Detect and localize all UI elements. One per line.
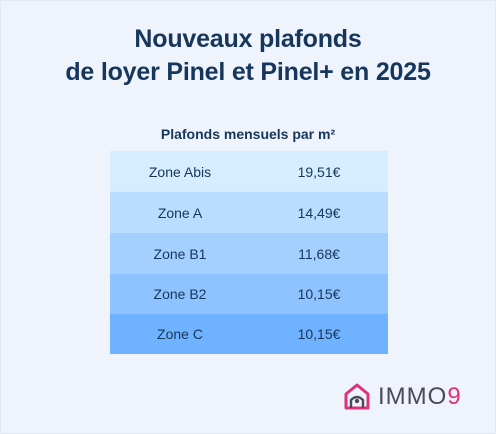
rent-cap-table: Zone Abis 19,51€ Zone A 14,49€ Zone B1 1… <box>110 151 388 355</box>
zone-label: Zone C <box>157 326 203 342</box>
table-row: Zone Abis 19,51€ <box>110 151 388 192</box>
title-line-2: de loyer Pinel et Pinel+ en 2025 <box>65 58 431 86</box>
logo-digit: 9 <box>447 383 462 410</box>
zone-value: 11,68€ <box>298 245 340 262</box>
zone-value: 19,51€ <box>297 163 341 180</box>
zone-label: Zone B2 <box>153 286 207 302</box>
immo9-logo[interactable]: IMMO9 <box>340 380 470 414</box>
zone-value: 10,15€ <box>297 326 341 342</box>
table-caption: Plafonds mensuels par m² <box>160 126 336 142</box>
table-row: Zone A 14,49€ <box>110 192 388 233</box>
zone-value: 10,15€ <box>297 286 341 302</box>
zone-value: 14,49€ <box>297 204 341 221</box>
logo-name: IMMO <box>378 383 448 410</box>
title-line-1: Nouveaux plafonds <box>134 25 362 53</box>
house-logo-icon <box>344 383 370 410</box>
zone-label: Zone Abis <box>148 163 212 180</box>
table-row: Zone C 10,15€ <box>110 314 388 354</box>
zone-label: Zone B1 <box>153 245 207 262</box>
page-title: Nouveaux plafonds de loyer Pinel et Pine… <box>1 23 495 89</box>
logo-wordmark: IMMO9 <box>378 384 462 410</box>
zone-label: Zone A <box>157 204 203 221</box>
table-row: Zone B2 10,15€ <box>110 274 388 314</box>
table-row: Zone B1 11,68€ <box>110 233 388 274</box>
